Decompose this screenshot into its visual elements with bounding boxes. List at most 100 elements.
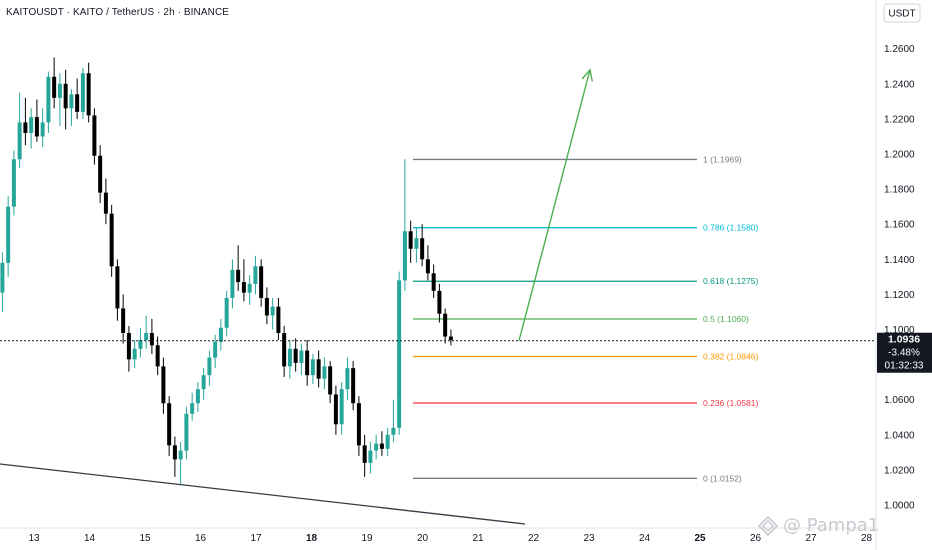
candle-body xyxy=(178,450,183,460)
candle-body xyxy=(385,434,390,449)
candle-body xyxy=(379,443,384,449)
candle-body xyxy=(138,340,143,349)
candle-body xyxy=(316,359,321,379)
candle-body xyxy=(29,117,34,133)
candle-body xyxy=(144,333,149,341)
countdown-label: 01:32:33 xyxy=(885,361,924,372)
candle-body xyxy=(351,368,356,404)
time-tick-label: 20 xyxy=(417,533,429,544)
candle-body xyxy=(167,403,172,446)
candle-body xyxy=(92,115,97,156)
currency-label: USDT xyxy=(888,9,915,20)
price-tick-label: 1.0600 xyxy=(884,395,915,406)
candle-body xyxy=(345,368,350,390)
candle-body xyxy=(236,269,241,283)
candle-body xyxy=(270,306,275,316)
projection-arrow-shaft[interactable] xyxy=(518,69,591,341)
candle-body xyxy=(322,366,327,379)
candle-body xyxy=(109,213,114,267)
time-axis[interactable]: 13 14 15 16 17 18 19 20 21 22 23 24 25 26 27 28 xyxy=(28,533,872,544)
time-tick-label: 18 xyxy=(306,533,318,544)
time-tick-label: 19 xyxy=(361,533,373,544)
candle-body xyxy=(23,122,28,133)
candle-body xyxy=(172,445,177,460)
descending-trendline[interactable] xyxy=(0,463,526,525)
candle-body xyxy=(34,117,39,137)
candle-body xyxy=(161,366,166,404)
current-price-label: 1.0936 xyxy=(888,334,920,346)
price-tick-label: 1.2000 xyxy=(884,150,915,161)
candle-body xyxy=(247,283,252,293)
time-tick-label: 28 xyxy=(861,533,873,544)
candle-body xyxy=(17,122,22,160)
candle-body xyxy=(356,403,361,446)
candle-body xyxy=(69,94,74,109)
candle-body xyxy=(414,238,419,249)
candle-body xyxy=(75,94,80,112)
time-tick-label: 14 xyxy=(84,533,96,544)
candle-body xyxy=(11,159,16,207)
candle-body xyxy=(86,73,91,116)
candle-body xyxy=(333,394,338,425)
fib-level-label: 1 (1.1969) xyxy=(703,154,742,164)
candle-body xyxy=(287,348,292,367)
candle-body xyxy=(46,76,51,123)
projection-arrow[interactable] xyxy=(518,68,593,341)
price-tick-label: 1.1200 xyxy=(884,290,915,301)
candle-body xyxy=(431,273,436,291)
candle-body xyxy=(437,290,442,314)
price-tick-label: 1.2200 xyxy=(884,114,915,125)
candle-body xyxy=(310,359,315,376)
fib-retracement[interactable]: 1 (1.1969) 0.786 (1.1580) 0.618 (1.1275) 0.… xyxy=(413,154,758,483)
candle-body xyxy=(126,333,131,360)
candle-body xyxy=(391,427,396,435)
price-tick-label: 1.1400 xyxy=(884,255,915,266)
candle-body xyxy=(190,403,195,414)
candle-body xyxy=(374,443,379,451)
candle-body xyxy=(253,266,258,284)
price-tick-label: 1.1800 xyxy=(884,185,915,196)
price-tick-label: 1.1600 xyxy=(884,220,915,231)
candle-body xyxy=(402,231,407,281)
candle-body xyxy=(282,333,287,367)
candle-body xyxy=(115,266,120,309)
candle-body xyxy=(121,308,126,334)
candle-body xyxy=(201,375,206,390)
price-axis[interactable]: 1.2600 1.2400 1.2200 1.2000 1.1800 1.1600 1.14… xyxy=(884,44,915,511)
time-tick-label: 23 xyxy=(583,533,595,544)
current-price-tag: 1.0936 -3.48% 01:32:33 xyxy=(877,332,932,373)
fib-level-label: 0.5 (1.1060) xyxy=(703,314,749,324)
candle-body xyxy=(448,336,453,341)
candle-body xyxy=(155,345,160,367)
candle-body xyxy=(408,231,413,249)
candle-body xyxy=(293,348,298,363)
candle-body xyxy=(362,445,367,463)
watermark: @ Pampa1 xyxy=(783,515,880,536)
candlestick-series xyxy=(0,57,453,484)
time-tick-label: 22 xyxy=(528,533,540,544)
candle-body xyxy=(184,413,189,451)
fib-level-label: 0 (1.0152) xyxy=(703,473,742,483)
time-tick-label: 24 xyxy=(639,533,651,544)
candle-body xyxy=(368,450,373,463)
projection-arrow-head[interactable] xyxy=(581,68,593,82)
time-tick-label: 16 xyxy=(195,533,207,544)
time-tick-label: 26 xyxy=(750,533,762,544)
price-tick-label: 1.1000 xyxy=(884,325,915,336)
candle-body xyxy=(241,282,246,293)
fib-level-label: 0.786 (1.1580) xyxy=(703,223,758,233)
candle-body xyxy=(339,389,344,425)
candle-body xyxy=(52,76,57,98)
candle-body xyxy=(213,341,218,358)
candle-body xyxy=(40,122,45,137)
candle-body xyxy=(132,348,137,360)
candle-body xyxy=(6,206,11,263)
price-tick-label: 1.0200 xyxy=(884,465,915,476)
fib-level-label: 0.618 (1.1275) xyxy=(703,276,758,286)
candle-body xyxy=(425,259,430,274)
currency-box[interactable] xyxy=(883,3,921,23)
price-tick-label: 1.2600 xyxy=(884,44,915,55)
time-tick-label: 15 xyxy=(139,533,151,544)
fib-level-label: 0.236 (1.0581) xyxy=(703,398,758,408)
